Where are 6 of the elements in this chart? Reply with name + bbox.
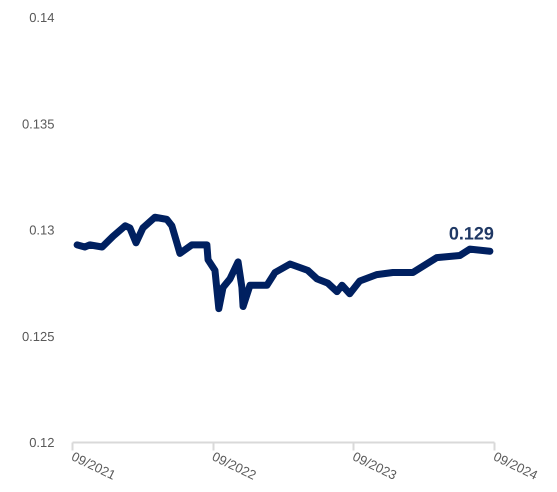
y-tick-label: 0.13 <box>29 222 55 238</box>
y-tick-label: 0.12 <box>29 435 55 450</box>
y-tick-label: 0.125 <box>22 328 55 344</box>
y-tick-label: 0.14 <box>29 10 55 25</box>
y-tick-label: 0.135 <box>22 116 55 132</box>
data-label: 0.129 <box>448 223 494 244</box>
